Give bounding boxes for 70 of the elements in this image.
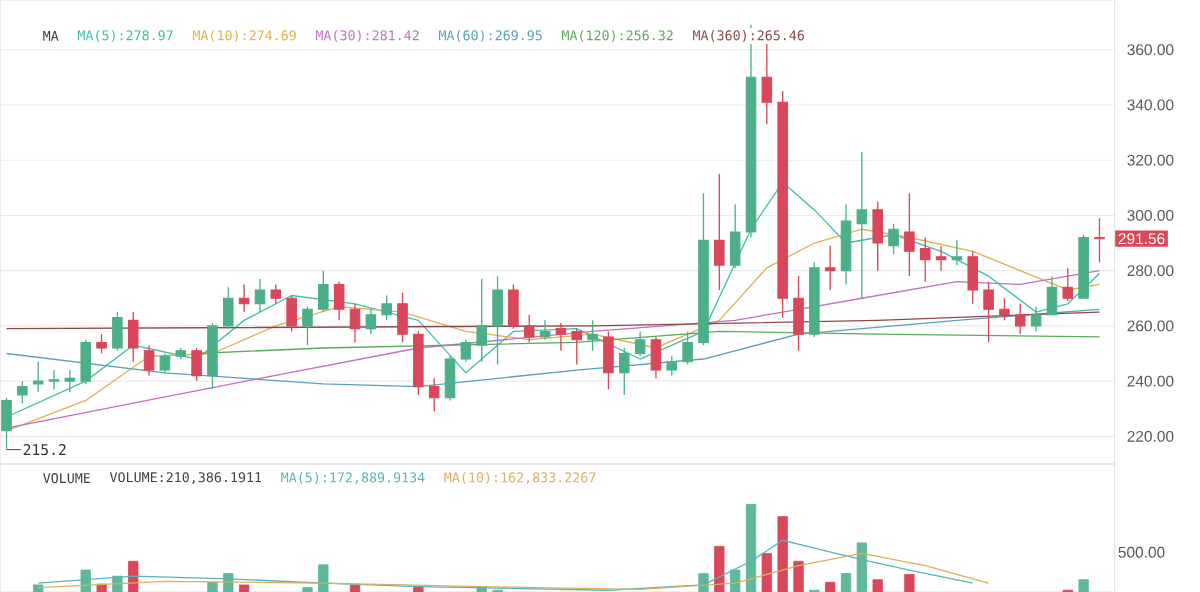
candlestick [634,330,646,357]
candlestick [80,339,92,385]
candlestick [127,311,139,363]
candlestick [191,347,202,382]
candlestick [270,283,282,305]
candlestick [159,352,171,374]
candlestick [397,292,408,344]
candlestick [444,355,456,402]
candlestick [555,322,567,352]
candlestick [650,336,662,380]
candlestick [1014,303,1026,335]
line-series [5,311,1101,330]
bar [840,573,852,592]
candlestick [999,297,1010,322]
candlestick [603,330,614,391]
candlestick [919,236,931,283]
candlestick [666,355,678,377]
bar [33,584,44,592]
candlestick [286,294,297,333]
bar [207,581,218,592]
candlestick [96,333,107,355]
candlestick [222,286,234,330]
candlestick [143,344,155,377]
candlestick [428,377,440,413]
candlestick [64,369,76,393]
candlestick [48,369,60,391]
candlestick [112,311,123,352]
candlestick [682,330,693,366]
candlestick [1,397,12,451]
candlestick [904,192,915,277]
candlestick [1094,217,1105,264]
candlestick [32,361,44,393]
candlestick [872,200,883,272]
candlestick [365,308,377,335]
candlestick [476,278,488,363]
candlestick [587,319,598,352]
bar [730,569,741,592]
candlestick [618,347,630,396]
candlestick [318,269,329,313]
candlestick [238,283,250,313]
candlestick [17,380,28,404]
candlestick [381,294,392,322]
candlestick [254,278,266,313]
candlestick [714,173,725,291]
candlestick [1030,305,1042,333]
candlestick [824,245,836,291]
candlestick [793,275,804,352]
candlestick [729,203,741,269]
candlestick [967,250,979,305]
candlestick [492,275,503,366]
candlestick [1062,267,1074,302]
candlestick [539,319,551,341]
candlestick [333,281,345,322]
bar [745,503,757,592]
bar [1078,579,1089,592]
candlestick [856,151,868,299]
candlestick [935,245,947,272]
candlestick [302,305,313,346]
candlestick [508,283,519,330]
candlestick [460,339,472,363]
candlestick [1046,275,1058,316]
bar [856,542,868,592]
candlestick [571,327,583,366]
bar [318,564,329,592]
candlestick [951,239,963,266]
candlestick [523,314,535,344]
candlestick [761,40,773,125]
candlestick [888,223,899,255]
candlestick [983,281,994,344]
candlestick [349,303,361,344]
